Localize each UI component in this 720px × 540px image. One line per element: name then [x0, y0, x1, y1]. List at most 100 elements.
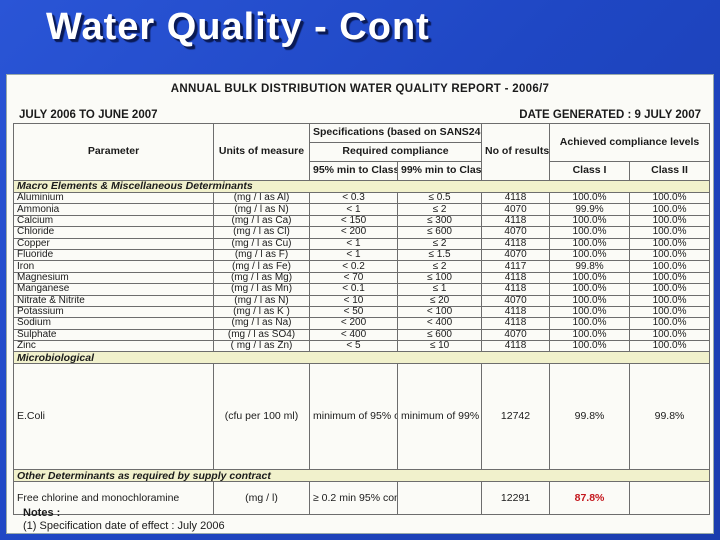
notes-label: Notes : — [23, 507, 61, 519]
cell-class1-req: minimum of 95% of the original results s… — [309, 363, 398, 471]
table-row: Manganese (mg / l as Mn) < 0.1 ≤ 1 4118 100.0… — [13, 283, 711, 296]
cell-class2-achieved: 100.0% — [629, 271, 711, 285]
cell-units: (mg / l as SO4) — [213, 328, 310, 342]
cell-units: (mg / l as Cl) — [213, 226, 310, 239]
notes: Notes : (1) Specification date of effect… — [23, 507, 225, 533]
cell-no-results: 4118 — [481, 271, 551, 285]
table-row: Sulphate (mg / l as SO4) < 400 ≤ 600 4070 100… — [13, 328, 711, 342]
cell-class1-req: < 1 — [309, 203, 398, 216]
col-header-achieved: Achieved compliance levels — [549, 123, 711, 162]
section-macro: Macro Elements & Miscellaneous Determina… — [12, 180, 711, 193]
table-row-chlorine: Free chlorine and monochloramine (mg / l)… — [13, 481, 711, 516]
table-row: Ammonia (mg / l as N) < 1 ≤ 2 4070 99.9% 100.0… — [13, 203, 711, 216]
table-row: Calcium (mg / l as Ca) < 150 ≤ 300 4118 100.0… — [13, 214, 711, 228]
cell-class2-achieved: 100.0% — [629, 248, 711, 262]
cell-class2-achieved: 100.0% — [629, 203, 711, 216]
cell-no-results: 4070 — [481, 328, 551, 342]
cell-class1-req: < 0.3 — [309, 191, 398, 205]
cell-no-results: 12291 — [481, 481, 551, 516]
cell-no-results: 4118 — [481, 214, 551, 228]
cell-parameter: Sulphate — [13, 328, 214, 342]
cell-no-results: 12742 — [481, 363, 551, 471]
col-header-class2: Class II — [629, 161, 711, 181]
cell-class1-achieved: 100.0% — [549, 328, 631, 342]
cell-parameter: Sodium — [13, 317, 214, 330]
cell-class1-req: < 0.1 — [309, 283, 398, 296]
cell-class2-req: ≤ 0.5 — [396, 191, 483, 205]
cell-units: (mg / l as F) — [213, 248, 310, 262]
cell-class1-req: < 5 — [309, 340, 398, 353]
cell-class1-req: < 400 — [309, 328, 398, 342]
cell-class1-achieved: 100.0% — [549, 305, 631, 319]
report-generated-date: DATE GENERATED : 9 JULY 2007 — [519, 109, 701, 121]
cell-class1-req: < 200 — [309, 317, 398, 330]
cell-class1-achieved: 100.0% — [549, 294, 631, 307]
cell-class1-achieved: 100.0% — [549, 226, 631, 239]
cell-class2-achieved: 100.0% — [629, 214, 711, 228]
cell-parameter: Zinc — [13, 340, 214, 353]
cell-class1-req: < 70 — [309, 271, 398, 285]
cell-no-results: 4118 — [481, 283, 551, 296]
cell-class2-req — [396, 481, 483, 516]
cell-units: (mg / l as Fe) — [213, 260, 310, 273]
cell-class1-req: < 10 — [309, 294, 398, 307]
cell-class2-achieved: 100.0% — [629, 191, 711, 205]
table-row: Zinc( mg / l as Zn) < 5 ≤ 10 4118 100.0% 100.… — [13, 340, 711, 353]
cell-class1-achieved: 87.8% — [549, 481, 631, 516]
cell-class1-req: < 150 — [309, 214, 398, 228]
col-header-required-compliance: Required compliance — [308, 142, 483, 162]
cell-class2-achieved: 100.0% — [629, 283, 711, 296]
table-row: Chloride (mg / l as Cl) < 200 ≤ 600 4070 100.… — [13, 226, 711, 239]
cell-no-results: 4118 — [481, 317, 551, 330]
cell-parameter: Aluminium — [13, 191, 214, 205]
cell-class1-req: < 1 — [309, 237, 398, 250]
cell-parameter: Potassium — [13, 305, 214, 319]
cell-class2-req: ≤ 2 — [396, 203, 483, 216]
cell-parameter: Nitrate & Nitrite — [13, 294, 214, 307]
table-row: Sodium (mg / l as Na) < 200 < 400 4118 100.0%… — [13, 317, 711, 330]
cell-class2-achieved: 100.0% — [629, 317, 711, 330]
cell-units: (mg / l as Ca) — [213, 214, 310, 228]
cell-class1-req: < 0.2 — [309, 260, 398, 273]
cell-no-results: 4118 — [481, 237, 551, 250]
cell-class1-achieved: 99.9% — [549, 203, 631, 216]
cell-no-results: 4070 — [481, 248, 551, 262]
cell-class2-achieved: 99.8% — [629, 363, 711, 471]
cell-no-results: 4118 — [481, 305, 551, 319]
cell-no-results: 4070 — [481, 226, 551, 239]
cell-class2-req: ≤ 600 — [396, 328, 483, 342]
cell-class1-req: < 50 — [309, 305, 398, 319]
cell-class1-achieved: 100.0% — [549, 248, 631, 262]
cell-class2-req: ≤ 20 — [396, 294, 483, 307]
col-header-parameter: Parameter — [13, 123, 214, 181]
cell-class1-achieved: 100.0% — [549, 340, 631, 353]
cell-parameter: Magnesium — [13, 271, 214, 285]
cell-class2-req: minimum of 99% of the original and repea… — [396, 363, 483, 471]
cell-units: (cfu per 100 ml) — [213, 363, 310, 471]
table-row: Iron (mg / l as Fe) < 0.2 ≤ 2 4117 99.8% 100.0… — [13, 260, 711, 273]
cell-units: (mg / l) — [213, 481, 310, 516]
cell-parameter: Iron — [13, 260, 214, 273]
cell-class2-req: ≤ 300 — [396, 214, 483, 228]
report-period: JULY 2006 TO JUNE 2007 — [19, 109, 158, 121]
cell-class2-req: ≤ 1.5 — [396, 248, 483, 262]
report-title: ANNUAL BULK DISTRIBUTION WATER QUALITY R… — [170, 83, 550, 95]
table-row: Magnesium (mg / l as Mg) < 70 ≤ 100 4118 100.… — [13, 271, 711, 285]
cell-parameter: Free chlorine and monochloramine — [13, 481, 214, 516]
cell-class1-achieved: 100.0% — [549, 317, 631, 330]
cell-class2-achieved: 100.0% — [629, 340, 711, 353]
cell-no-results: 4070 — [481, 294, 551, 307]
col-header-class2-req: 99% min to Class II — [396, 161, 483, 181]
cell-parameter: Copper — [13, 237, 214, 250]
cell-class2-req: < 100 — [396, 305, 483, 319]
cell-class2-achieved: 100.0% — [629, 237, 711, 250]
cell-units: (mg / l as K ) — [213, 305, 310, 319]
cell-no-results: 4117 — [481, 260, 551, 273]
cell-class1-req: < 1 — [309, 248, 398, 262]
cell-class2-req: ≤ 2 — [396, 237, 483, 250]
cell-class1-achieved: 99.8% — [549, 260, 631, 273]
cell-parameter: Ammonia — [13, 203, 214, 216]
cell-class1-achieved: 100.0% — [549, 191, 631, 205]
cell-class2-req: ≤ 100 — [396, 271, 483, 285]
cell-class1-achieved: 100.0% — [549, 214, 631, 228]
